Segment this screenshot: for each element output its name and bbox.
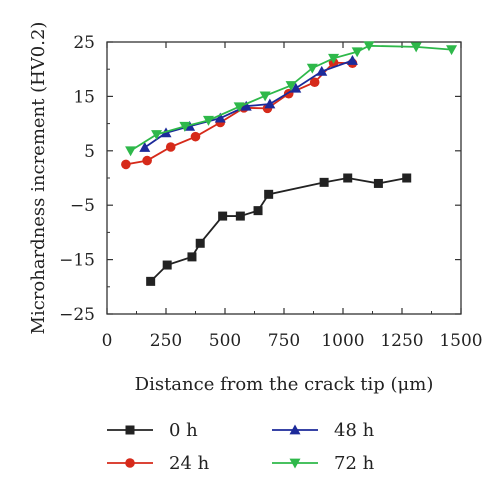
data-point (373, 178, 383, 188)
data-point (402, 173, 412, 183)
series-layer (121, 41, 458, 286)
x-tick-label: 500 (209, 331, 241, 351)
data-point (309, 77, 320, 88)
data-point (240, 100, 252, 111)
data-point (121, 159, 131, 170)
data-point (316, 65, 328, 76)
x-tick-label: 0 (102, 331, 113, 351)
data-point (343, 173, 353, 183)
data-point (179, 121, 191, 132)
axes-layer: 0 250 500 750 1000 1250 1500 −25 −15 −5 5 15 25 Dista… (28, 22, 483, 395)
data-point (125, 146, 137, 157)
legend: 0 h 24 h 48 h 72 h (107, 420, 375, 474)
legend-marker (125, 425, 135, 435)
data-point (264, 189, 274, 199)
data-point (139, 142, 151, 152)
series-line (130, 44, 452, 152)
legend-label: 72 h (334, 453, 375, 474)
series-0-h (146, 173, 412, 286)
y-tick-label: −25 (59, 305, 95, 325)
data-point (259, 91, 271, 102)
data-point (328, 53, 340, 64)
x-tick-label: 1250 (380, 331, 423, 351)
data-point (202, 115, 214, 126)
x-tick-label: 250 (150, 331, 182, 351)
legend-marker (125, 458, 135, 468)
legend-label: 0 h (169, 420, 198, 441)
data-point (410, 42, 422, 53)
data-point (351, 47, 363, 58)
y-tick-label: 15 (73, 87, 95, 107)
data-point (264, 98, 276, 109)
data-point (233, 102, 245, 113)
x-axis-title: Distance from the crack tip (μm) (135, 374, 434, 395)
data-point (218, 211, 228, 221)
x-tick-label: 750 (268, 331, 300, 351)
data-point (319, 177, 329, 187)
data-point (162, 260, 172, 270)
legend-marker (289, 424, 301, 435)
data-point (142, 155, 152, 166)
data-point (187, 252, 197, 262)
series-72-h (125, 41, 458, 157)
data-point (214, 112, 226, 123)
data-point (151, 130, 163, 140)
data-point (165, 142, 176, 152)
x-tick-label: 1500 (439, 331, 482, 351)
legend-label: 24 h (169, 453, 210, 474)
data-point (235, 211, 245, 221)
data-point (446, 45, 458, 56)
data-point (253, 206, 263, 216)
y-tick-label: 5 (84, 142, 95, 162)
legend-item: 48 h (272, 420, 375, 441)
data-point (363, 41, 375, 52)
data-point (346, 54, 358, 65)
legend-label: 48 h (334, 420, 375, 441)
data-point (306, 63, 318, 74)
y-axis-title: Microhardness increment (HV0.2) (28, 22, 49, 335)
legend-item: 24 h (107, 453, 210, 474)
legend-item: 0 h (107, 420, 198, 441)
series-line (150, 177, 407, 283)
y-tick-label: −15 (59, 251, 95, 271)
data-point (190, 131, 201, 142)
y-tick-label: 25 (73, 33, 95, 53)
legend-item: 72 h (272, 453, 375, 474)
data-point (146, 276, 156, 286)
x-tick-label: 1000 (321, 331, 364, 351)
data-point (285, 81, 297, 92)
legend-marker (289, 458, 301, 469)
data-point (290, 82, 302, 93)
data-point (195, 238, 205, 248)
y-tick-label: −5 (70, 196, 95, 216)
series-line (125, 61, 353, 166)
